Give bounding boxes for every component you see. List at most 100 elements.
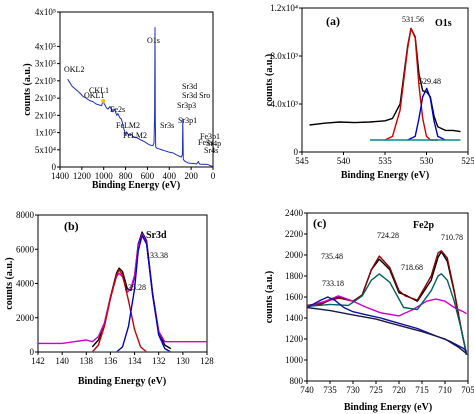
- series-line-0: [67, 27, 213, 167]
- y-tick-label: 3x10⁵: [35, 59, 56, 69]
- chart-panel-0: 1400 1200 1000 800 600 400 200 0 0 5x10⁴ 1x10⁵ 2x10…: [22, 7, 221, 191]
- peak-annotation: Sr3d Sro: [182, 91, 210, 100]
- y-tick-label: 4.0x10³: [271, 99, 299, 109]
- series-line-1: [38, 233, 207, 345]
- peak-annotation: Sr3s: [160, 121, 174, 130]
- chart-panel-1: 545 540 535 530 525 0 4.0x10³ 8.0x10³ 1.2x10⁴ Bin…: [264, 3, 474, 181]
- x-tick-label: 730: [346, 385, 360, 395]
- x-tick-label: 140: [55, 356, 69, 366]
- y-tick-label: 4000: [16, 279, 35, 289]
- peak-label: 718.68: [401, 263, 423, 272]
- chart-title: Sr3d: [146, 230, 167, 241]
- series-line-2: [307, 295, 467, 317]
- x-tick-label: 130: [176, 356, 190, 366]
- x-tick-label: 530: [420, 156, 434, 166]
- peak-annotation: Sr3p1: [178, 116, 197, 125]
- x-tick-label: 132: [152, 356, 166, 366]
- x-tick-label: 1000: [95, 171, 114, 181]
- peak-annotation: Fe3p1: [200, 132, 220, 141]
- y-tick-label: 0: [294, 147, 299, 157]
- y-axis-label: counts (a.u.): [4, 257, 15, 310]
- plot-frame: [59, 11, 214, 168]
- x-tick-label: 600: [141, 171, 155, 181]
- chart-panel-2: 142 140 138 136 134 132 130 128 0 2000 4000 6000 800…: [4, 210, 214, 387]
- peak-annotation: OKL1: [84, 91, 104, 100]
- y-tick-label: 4x10⁵: [35, 7, 56, 17]
- series-line-0: [307, 251, 468, 355]
- x-tick-label: 740: [300, 385, 314, 395]
- y-tick-label: 2000: [16, 313, 35, 323]
- x-axis-label: Binding Energy (eV): [92, 180, 180, 191]
- y-tick-label: 4x10⁵: [35, 41, 56, 51]
- y-tick-label: 1000: [285, 355, 304, 365]
- panel-label: (a): [326, 14, 340, 28]
- x-tick-label: 545: [295, 156, 309, 166]
- peak-annotation: FeLM2: [123, 131, 147, 140]
- series-line-2: [91, 269, 148, 352]
- y-tick-label: 1600: [285, 292, 304, 302]
- x-axis-label: Binding Energy (eV): [78, 376, 166, 387]
- x-tick-label: 1400: [51, 171, 70, 181]
- x-tick-label: 710: [438, 385, 452, 395]
- peak-annotation: O1s: [147, 36, 160, 45]
- series-line-4: [307, 296, 468, 353]
- y-tick-label: 2x10⁵: [35, 110, 56, 120]
- x-axis-label: Binding Energy (eV): [344, 402, 432, 413]
- x-tick-label: 720: [392, 385, 406, 395]
- y-tick-label: 1.2x10⁴: [270, 3, 298, 13]
- peak-label: 724.28: [377, 231, 399, 240]
- peak-label: 733.18: [322, 279, 344, 288]
- y-tick-label: 1200: [285, 334, 304, 344]
- x-tick-label: 200: [184, 171, 198, 181]
- y-axis-label: counts (a.u.): [264, 54, 275, 107]
- peak-annotation: CKL1: [89, 86, 109, 95]
- series-line-1: [307, 250, 468, 355]
- peak-label: 529.48: [419, 77, 441, 86]
- y-tick-label: 800: [290, 376, 304, 386]
- y-tick-label: 1400: [285, 313, 304, 323]
- peak-annotation: Sr3p3: [177, 101, 196, 110]
- panel-label: (c): [313, 216, 326, 230]
- chart-title: Fe2p: [413, 220, 435, 231]
- x-tick-label: 800: [119, 171, 133, 181]
- x-tick-label: 142: [31, 356, 45, 366]
- series-line-2: [407, 87, 446, 141]
- peak-label: 133.38: [146, 251, 168, 260]
- x-tick-label: 138: [80, 356, 94, 366]
- x-tick-label: 525: [461, 156, 474, 166]
- y-tick-label: 0: [30, 347, 35, 357]
- y-tick-label: 2400: [285, 208, 304, 218]
- peak-annotation: Fe2s: [110, 105, 125, 114]
- peak-annotation: Sr4p: [206, 139, 221, 148]
- x-tick-label: 136: [104, 356, 118, 366]
- peak-label: 531.56: [402, 15, 424, 24]
- y-tick-label: 2x10⁵: [35, 93, 56, 103]
- x-tick-label: 715: [415, 385, 429, 395]
- x-tick-label: 0: [211, 171, 216, 181]
- series-line-1: [384, 27, 438, 141]
- x-tick-label: 128: [200, 356, 214, 366]
- x-tick-label: 134: [128, 356, 142, 366]
- x-tick-label: 735: [323, 385, 337, 395]
- y-axis-label: counts (a.u.): [264, 271, 275, 324]
- y-tick-label: 0: [52, 162, 57, 172]
- x-tick-label: 725: [369, 385, 383, 395]
- peak-annotation: Sr3d: [182, 82, 197, 91]
- peak-annotation: Fe3s: [198, 138, 213, 147]
- peak-label: 735.48: [321, 252, 343, 261]
- y-tick-label: 2x10⁵: [35, 76, 56, 86]
- series-line-3: [116, 234, 172, 352]
- x-tick-label: 705: [461, 385, 474, 395]
- y-tick-label: 8.0x10³: [271, 51, 299, 61]
- y-tick-label: 2000: [285, 250, 304, 260]
- y-tick-label: 1800: [285, 271, 304, 281]
- x-tick-label: 540: [337, 156, 351, 166]
- y-axis-label: counts (a.u.): [22, 63, 33, 116]
- x-tick-label: 535: [378, 156, 392, 166]
- x-axis-label: Binding Energy (eV): [341, 170, 429, 181]
- okl1-marker: [101, 98, 106, 103]
- chart-panel-3: 740 735 730 725 720 715 710 705 800 1000 1200 1400 1…: [264, 208, 474, 413]
- peak-label: 710.78: [441, 233, 463, 242]
- chart-title: O1s: [435, 18, 452, 29]
- y-tick-label: 5x10⁴: [35, 145, 56, 155]
